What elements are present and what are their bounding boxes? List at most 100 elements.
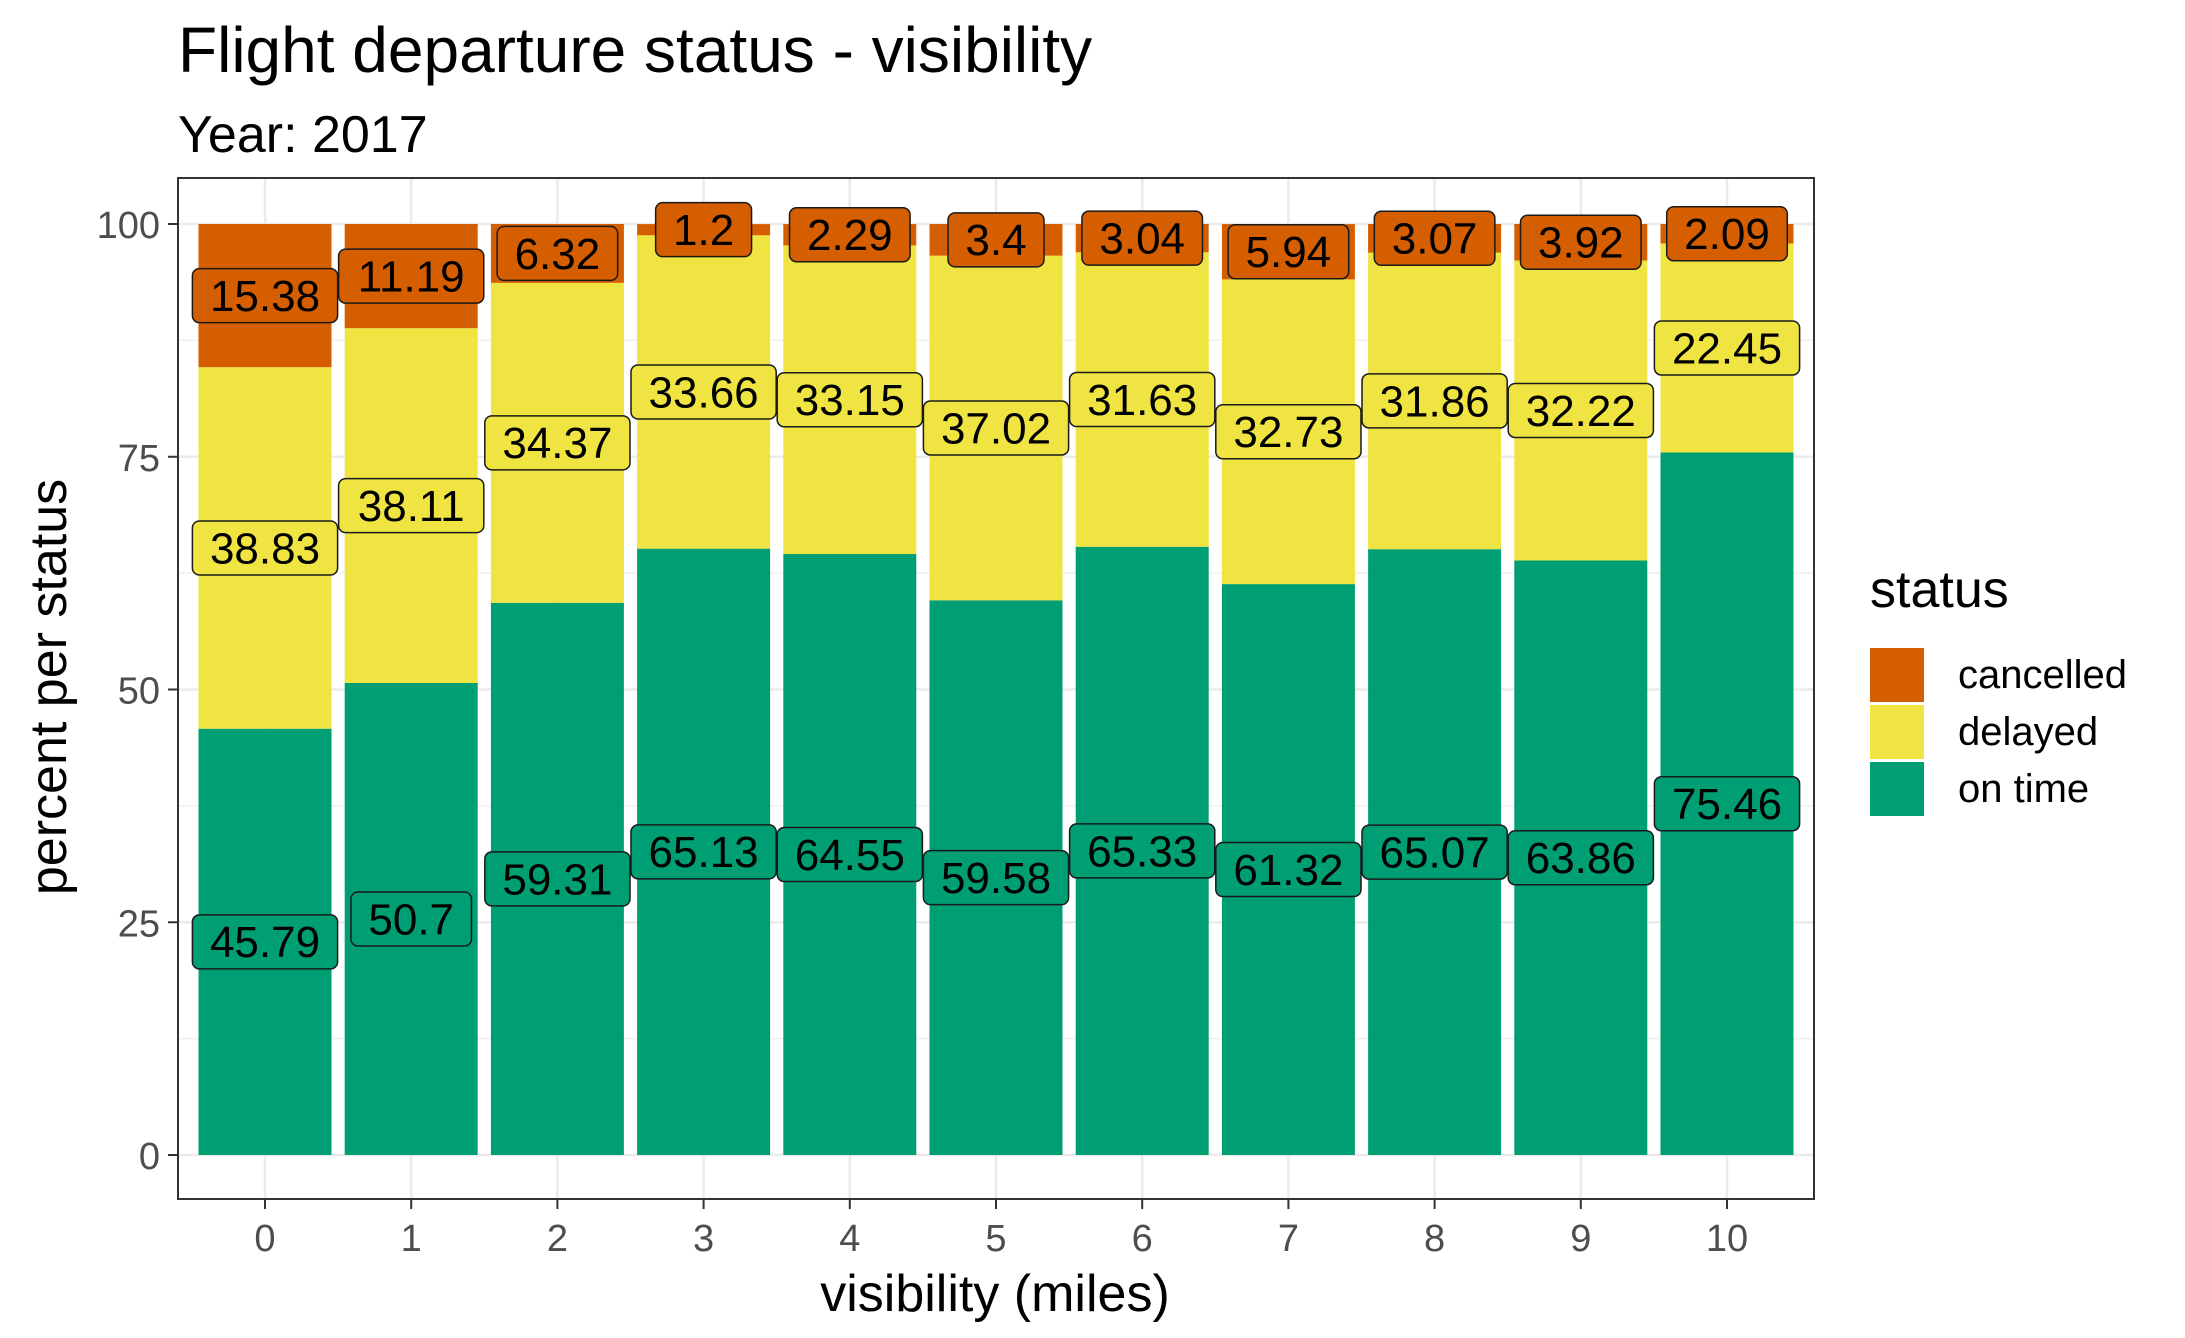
data-label-box xyxy=(922,400,1070,456)
legend-item-cancelled: cancelled xyxy=(1870,648,2127,702)
data-label-cancelled: 11.19 xyxy=(337,248,485,304)
data-label-on-time: 50.7 xyxy=(350,891,473,947)
axes: 0 25 50 75 100 0 1 2 3 4 5 6 7 8 9 10 xyxy=(97,177,1815,1260)
data-label-box xyxy=(1215,841,1362,898)
data-label-box xyxy=(947,212,1045,268)
data-label-cancelled: 1.2 xyxy=(654,201,753,258)
data-label-text: 50.7 xyxy=(368,895,454,944)
data-label-box xyxy=(788,207,911,263)
x-tick-label: 2 xyxy=(547,1218,568,1260)
legend-key xyxy=(1870,648,1924,702)
data-label-box xyxy=(776,826,924,883)
data-label-text: 22.45 xyxy=(1672,324,1782,373)
x-tick-label: 10 xyxy=(1706,1218,1748,1260)
data-label-text: 61.32 xyxy=(1233,846,1343,895)
data-label-delayed: 32.73 xyxy=(1215,404,1362,460)
data-label-delayed: 34.37 xyxy=(484,415,631,471)
x-tick-label: 4 xyxy=(839,1218,860,1260)
data-label-box xyxy=(337,248,485,304)
data-label-delayed: 31.63 xyxy=(1068,371,1216,428)
bars xyxy=(198,224,1794,1155)
chart-subtitle: Year: 2017 xyxy=(178,106,428,164)
data-label-text: 2.29 xyxy=(807,211,893,260)
data-label-box xyxy=(630,824,777,880)
data-label-cancelled: 3.04 xyxy=(1081,210,1204,266)
data-label-text: 1.2 xyxy=(673,206,734,255)
y-tick-label: 75 xyxy=(118,438,160,480)
data-label-text: 37.02 xyxy=(941,404,1051,453)
data-label-box xyxy=(1068,371,1216,428)
data-label-text: 33.66 xyxy=(649,368,759,417)
data-label-box xyxy=(484,851,631,907)
legend-title: status xyxy=(1870,561,2009,619)
data-label-text: 3.04 xyxy=(1099,215,1185,264)
y-tick-label: 25 xyxy=(118,903,160,945)
data-label-on-time: 65.13 xyxy=(630,824,777,880)
chart-title: Flight departure status - visibility xyxy=(178,14,1092,86)
data-label-text: 31.86 xyxy=(1380,377,1490,426)
legend-label: delayed xyxy=(1958,710,2098,754)
data-label-text: 59.31 xyxy=(502,855,612,904)
data-label-box xyxy=(191,267,339,324)
legend: status cancelled delayed on time xyxy=(1870,561,2127,816)
data-label-delayed: 33.66 xyxy=(630,364,777,420)
legend-label: cancelled xyxy=(1958,653,2127,697)
data-label-delayed: 33.15 xyxy=(776,371,924,428)
y-axis-title: percent per status xyxy=(20,479,78,895)
data-label-text: 65.13 xyxy=(649,828,759,877)
data-label-on-time: 63.86 xyxy=(1507,829,1655,886)
data-label-text: 33.15 xyxy=(795,376,905,425)
x-tick-label: 3 xyxy=(693,1218,714,1260)
data-label-text: 38.11 xyxy=(358,482,465,531)
x-tick-label: 6 xyxy=(1132,1218,1153,1260)
data-label-cancelled: 2.09 xyxy=(1665,205,1789,262)
x-axis-title: visibility (miles) xyxy=(820,1265,1170,1323)
data-label-cancelled: 5.94 xyxy=(1227,223,1350,280)
y-tick-label: 50 xyxy=(118,671,160,713)
data-label-box xyxy=(1215,404,1362,460)
x-tick-label: 8 xyxy=(1424,1218,1445,1260)
data-label-box xyxy=(1507,829,1655,886)
legend-item-delayed: delayed xyxy=(1870,705,2098,759)
data-label-on-time: 65.33 xyxy=(1068,823,1216,879)
y-tick-label: 100 xyxy=(97,205,160,247)
x-tick-label: 1 xyxy=(401,1218,422,1260)
data-label-text: 3.07 xyxy=(1392,215,1478,264)
legend-items: cancelled delayed on time xyxy=(1870,648,2127,816)
data-label-box xyxy=(1361,373,1508,429)
data-label-text: 38.83 xyxy=(210,524,320,573)
data-label-box xyxy=(630,364,777,420)
data-label-box xyxy=(350,891,473,947)
data-label-text: 3.92 xyxy=(1538,219,1624,268)
data-label-box xyxy=(654,201,753,258)
data-label-box xyxy=(1665,205,1789,262)
data-label-cancelled: 3.92 xyxy=(1519,214,1642,270)
data-label-text: 63.86 xyxy=(1526,834,1636,883)
data-label-box xyxy=(1519,214,1642,270)
data-label-text: 15.38 xyxy=(210,272,320,321)
data-label-on-time: 45.79 xyxy=(191,914,339,970)
data-label-text: 31.63 xyxy=(1087,376,1197,425)
data-label-text: 5.94 xyxy=(1246,228,1332,277)
data-label-box xyxy=(1361,824,1508,880)
data-label-box xyxy=(922,849,1070,906)
x-tick-label: 9 xyxy=(1570,1218,1591,1260)
data-label-on-time: 65.07 xyxy=(1361,824,1508,880)
data-label-text: 59.58 xyxy=(941,854,1051,903)
data-label-box xyxy=(1227,223,1350,280)
y-tick-label: 0 xyxy=(139,1136,160,1178)
data-label-box xyxy=(1653,320,1801,376)
data-label-box xyxy=(1373,210,1496,267)
data-label-delayed: 32.22 xyxy=(1507,382,1655,439)
data-label-text: 32.22 xyxy=(1526,387,1636,436)
data-label-text: 45.79 xyxy=(210,918,320,967)
data-label-box xyxy=(191,914,339,970)
data-label-text: 34.37 xyxy=(502,419,612,468)
data-label-box xyxy=(1068,823,1216,879)
data-label-text: 65.33 xyxy=(1087,827,1197,876)
data-label-on-time: 64.55 xyxy=(776,826,924,883)
x-tick-label: 7 xyxy=(1278,1218,1299,1260)
data-label-box xyxy=(484,415,631,471)
